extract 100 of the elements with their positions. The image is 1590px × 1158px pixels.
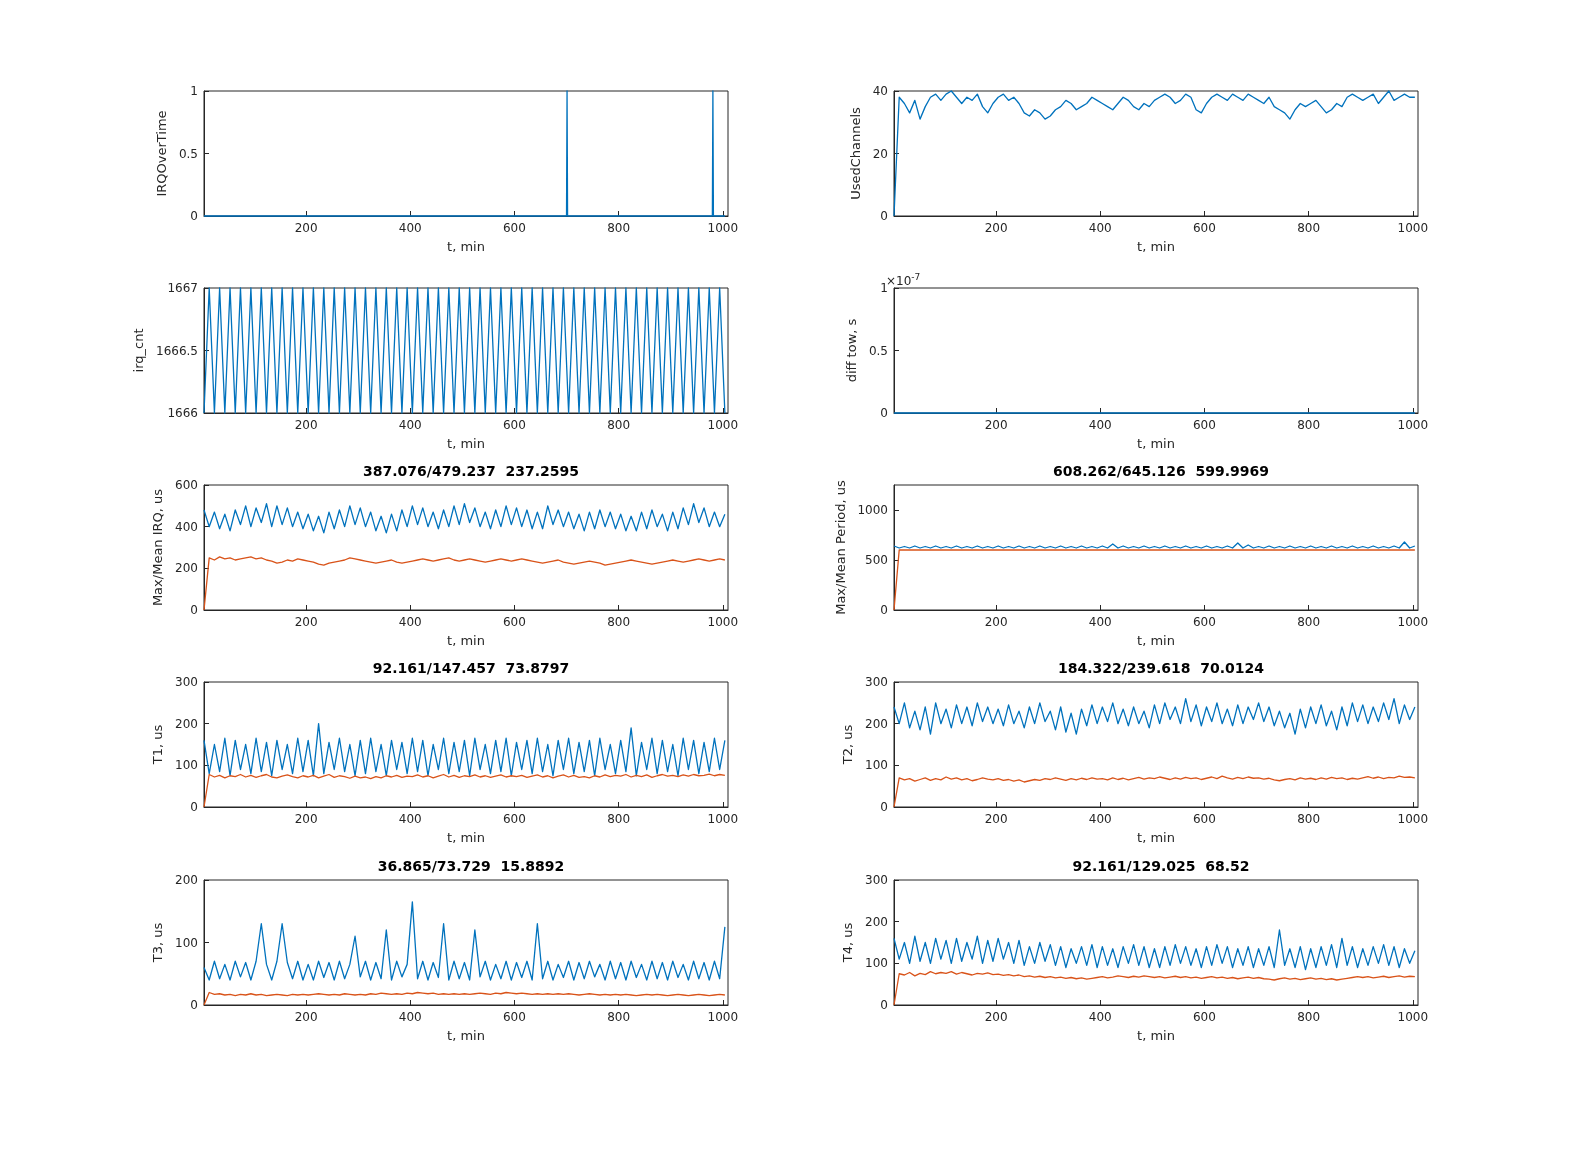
y-tick-label: 1000 [857,503,888,517]
y-tick-label: 0 [190,800,198,814]
y-axis-title: Max/Mean IRQ, us [150,488,166,607]
x-tick-label: 200 [294,615,318,629]
y-axis-title: IRQOverTime [153,110,169,197]
chart-title: 184.322/239.618 70.0124 [1057,660,1265,676]
y-axis-title: T2, us [840,724,856,766]
y-axis-title: T1, us [150,724,166,766]
x-axis-title: t, min [1137,633,1175,648]
y-tick-label: 1666 [167,406,198,420]
x-tick-label: 1000 [707,221,739,235]
line-series [203,723,726,777]
x-axis-title: t, min [447,436,485,451]
y-tick-label: 20 [872,146,888,161]
x-axis-title: t, min [447,633,485,648]
x-tick-label: 400 [398,615,422,629]
y-tick-label: 0 [880,209,888,223]
x-tick-label: 800 [1297,418,1321,432]
y-axis-title: irq_cnt [131,328,146,373]
y-tick-label: 400 [175,519,198,534]
y-tick-label: 100 [865,956,888,971]
x-tick-label: 800 [607,1010,631,1024]
x-tick-label: 400 [398,418,422,432]
y-tick-label: 600 [175,478,198,492]
x-tick-label: 800 [607,812,631,826]
x-tick-label: 1000 [707,1010,739,1024]
line-series [893,929,1416,971]
x-tick-label: 400 [398,1010,422,1024]
y-tick-label: 40 [872,84,888,98]
y-tick-label: 500 [865,553,888,567]
y-tick-label: 0 [880,406,888,420]
x-tick-label: 800 [1297,1010,1321,1024]
line-series [203,901,726,981]
y-axis-title: T3, us [150,922,166,964]
x-tick-label: 1000 [1397,1010,1429,1024]
y-tick-label: 0 [880,800,888,814]
x-tick-label: 1000 [1397,418,1429,432]
x-tick-label: 600 [1192,1010,1216,1024]
x-tick-label: 200 [984,418,1008,432]
x-tick-label: 800 [607,615,631,629]
x-tick-label: 1000 [1397,221,1429,235]
y-tick-label: 0 [190,603,198,617]
x-tick-label: 800 [607,418,631,432]
x-tick-label: 600 [1192,812,1216,826]
x-axis-title: t, min [1137,436,1175,451]
x-axis-title: t, min [447,830,485,845]
x-tick-label: 1000 [707,615,739,629]
y-tick-label: 1667 [167,281,198,295]
x-axis-title: t, min [447,239,485,254]
y-tick-label: 100 [175,935,198,950]
x-tick-label: 800 [1297,615,1321,629]
x-tick-label: 400 [1088,418,1112,432]
chart-title: 608.262/645.126 599.9969 [1053,463,1269,479]
y-axis-title: Max/Mean Period, us [832,479,848,615]
x-tick-label: 400 [398,221,422,235]
chart-title: 387.076/479.237 237.2595 [363,463,579,479]
y-tick-label: 0 [190,998,198,1012]
x-tick-label: 800 [1297,221,1321,235]
y-tick-label: 1 [190,84,198,98]
x-tick-label: 400 [1088,221,1112,235]
x-tick-label: 1000 [707,812,739,826]
x-tick-label: 200 [984,221,1008,235]
x-tick-label: 800 [1297,812,1321,826]
y-tick-label: 200 [865,914,888,929]
chart-title: 36.865/73.729 15.8892 [377,858,565,874]
y-tick-label: 100 [865,758,888,773]
x-tick-label: 400 [1088,1010,1112,1024]
x-tick-label: 600 [502,615,526,629]
x-tick-label: 600 [1192,221,1216,235]
y-tick-label: 0 [880,998,888,1012]
x-tick-label: 1000 [1397,615,1429,629]
y-tick-label: 0.5 [868,343,888,358]
x-tick-label: 600 [502,221,526,235]
y-axis-title: diff tow, s [843,318,859,383]
x-tick-label: 1000 [707,418,739,432]
y-tick-label: 300 [865,873,888,887]
line-series [893,90,1416,217]
x-axis-title: t, min [1137,239,1175,254]
x-tick-label: 600 [502,812,526,826]
x-tick-label: 200 [984,812,1008,826]
y-tick-label: 0.5 [178,146,198,161]
x-tick-label: 600 [1192,615,1216,629]
y-tick-label: 200 [175,873,198,887]
x-tick-label: 200 [294,812,318,826]
y-tick-label: 200 [175,716,198,731]
y-axis-title: T4, us [840,922,856,964]
chart-title: 92.161/147.457 73.8797 [372,660,570,676]
line-series [203,503,726,534]
chart-title: 92.161/129.025 68.52 [1072,858,1250,874]
x-tick-label: 600 [502,418,526,432]
x-axis-title: t, min [1137,1028,1175,1043]
y-tick-label: 200 [175,561,198,576]
y-tick-label: 200 [865,716,888,731]
x-axis-title: t, min [1137,830,1175,845]
x-tick-label: 600 [1192,418,1216,432]
x-tick-label: 800 [607,221,631,235]
x-tick-label: 200 [984,615,1008,629]
x-tick-label: 1000 [1397,812,1429,826]
y-tick-label: 1666.5 [156,343,198,358]
y-tick-label: 0 [190,209,198,223]
